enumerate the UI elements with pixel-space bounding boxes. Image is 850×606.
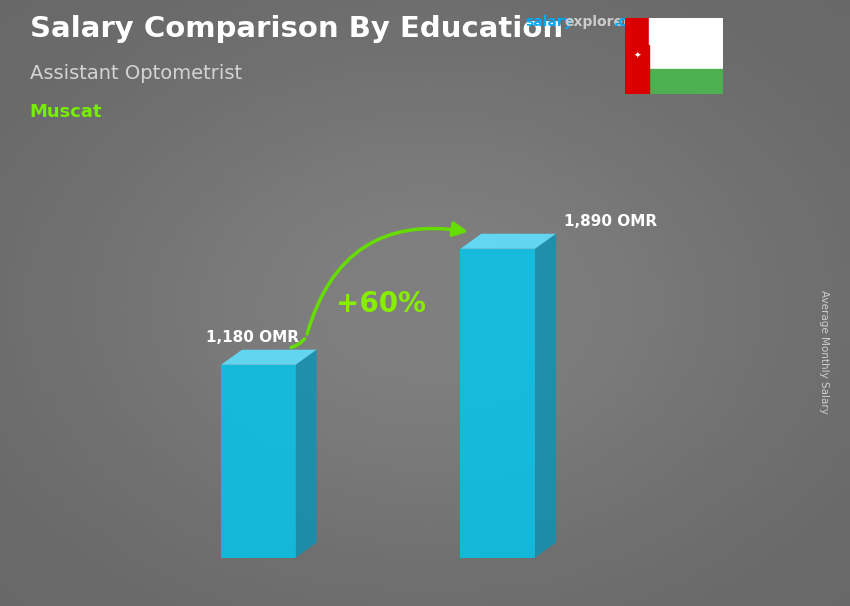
- FancyArrowPatch shape: [307, 223, 464, 334]
- Text: .com: .com: [614, 15, 651, 29]
- Bar: [625, 18, 649, 94]
- Bar: [649, 68, 722, 94]
- Bar: [625, 44, 722, 94]
- Text: Assistant Optometrist: Assistant Optometrist: [30, 64, 242, 82]
- Bar: [649, 18, 722, 44]
- Polygon shape: [461, 249, 536, 558]
- Text: 1,890 OMR: 1,890 OMR: [564, 214, 657, 229]
- Polygon shape: [221, 365, 296, 558]
- Text: Salary Comparison By Education: Salary Comparison By Education: [30, 15, 563, 43]
- Polygon shape: [536, 234, 556, 558]
- Polygon shape: [296, 350, 317, 558]
- Text: explorer: explorer: [564, 15, 630, 29]
- Text: Muscat: Muscat: [30, 103, 102, 121]
- Text: 1,180 OMR: 1,180 OMR: [206, 330, 299, 345]
- Bar: [649, 44, 722, 68]
- Text: ✦: ✦: [633, 52, 641, 61]
- FancyArrowPatch shape: [291, 339, 304, 347]
- Polygon shape: [221, 350, 317, 365]
- Text: salary: salary: [525, 15, 573, 29]
- Polygon shape: [461, 234, 556, 249]
- Text: +60%: +60%: [336, 290, 426, 318]
- Text: Average Monthly Salary: Average Monthly Salary: [819, 290, 829, 413]
